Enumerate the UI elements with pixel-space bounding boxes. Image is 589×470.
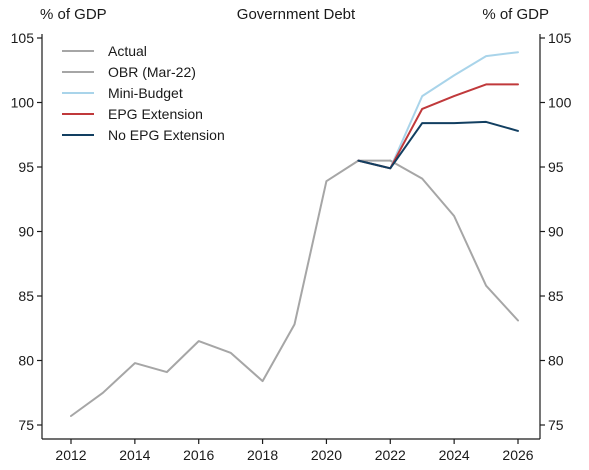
legend-label: OBR (Mar-22): [108, 64, 196, 80]
legend-label: No EPG Extension: [108, 127, 225, 143]
right-y-tick-label: 100: [548, 95, 572, 111]
series-line: [70, 159, 392, 417]
x-tick-label: 2020: [311, 447, 342, 463]
right-y-tick-label: 90: [548, 224, 564, 240]
right-y-tick-label: 85: [548, 288, 564, 304]
x-tick-label: 2022: [375, 447, 406, 463]
chart-title: Government Debt: [237, 6, 356, 23]
x-tick-label: 2016: [183, 447, 214, 463]
left-y-tick-label: 100: [11, 95, 35, 111]
right-y-tick-label: 80: [548, 353, 564, 369]
series-line: [389, 159, 519, 322]
left-axis-unit-label: % of GDP: [40, 6, 107, 23]
left-y-tick-label: 95: [18, 159, 34, 175]
legend-label: EPG Extension: [108, 106, 203, 122]
left-y-tick-label: 90: [18, 224, 34, 240]
left-y-tick-label: 85: [18, 288, 34, 304]
legend: Actual OBR (Mar-22) Mini-Budget EPG Extensi…: [62, 43, 225, 143]
series-line: [357, 51, 519, 170]
x-tick-label: 2026: [502, 447, 533, 463]
x-tick-label: 2018: [247, 447, 278, 463]
x-tick-label: 2014: [119, 447, 150, 463]
left-y-tick-label: 80: [18, 353, 34, 369]
axis-ticks: 75 75 80 80 85 85 90 90 95 95 100 100 105 105 2012 2014…: [11, 30, 572, 463]
left-y-tick-label: 105: [11, 30, 35, 46]
left-y-tick-label: 75: [18, 417, 34, 433]
legend-label: Mini-Budget: [108, 85, 183, 101]
x-tick-label: 2024: [439, 447, 470, 463]
right-axis-unit-label: % of GDP: [482, 6, 549, 23]
right-y-tick-label: 105: [548, 30, 572, 46]
x-tick-label: 2012: [55, 447, 86, 463]
series-line: [357, 120, 519, 170]
series-lines: [70, 51, 519, 417]
series-line: [357, 83, 519, 170]
right-y-tick-label: 75: [548, 417, 564, 433]
legend-label: Actual: [108, 43, 147, 59]
right-y-tick-label: 95: [548, 159, 564, 175]
